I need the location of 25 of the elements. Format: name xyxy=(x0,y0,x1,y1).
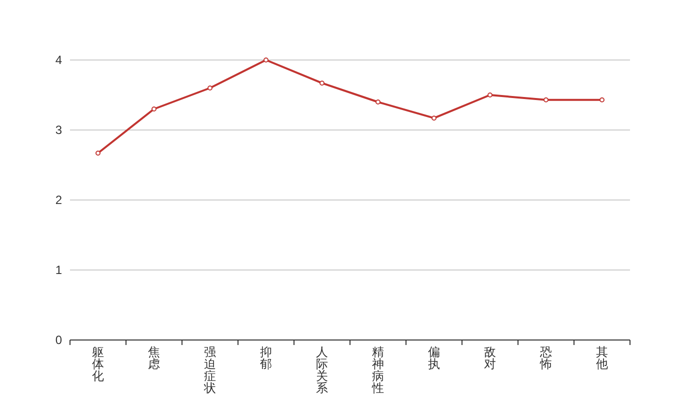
point xyxy=(376,100,380,104)
y-tick-label: 0 xyxy=(55,333,62,347)
point xyxy=(320,80,324,86)
x-tick-label: 焦虑 xyxy=(148,345,160,371)
x-tick-label: 偏执 xyxy=(428,345,440,371)
point xyxy=(208,86,212,90)
x-tick-label: 其他 xyxy=(596,345,608,371)
x-tick-label: 躯体化 xyxy=(92,345,104,383)
y-tick-label: 2 xyxy=(55,193,62,207)
point xyxy=(544,97,548,102)
x-tick-label: 精神病性 xyxy=(371,345,384,395)
point xyxy=(488,92,492,98)
x-tick-label: 恐怖 xyxy=(539,345,552,371)
x-tick-label: 敌对 xyxy=(484,345,496,371)
x-tick-label: 抑郁 xyxy=(260,345,272,371)
y-tick-label: 1 xyxy=(55,263,62,277)
y-tick-label: 4 xyxy=(55,53,62,67)
point xyxy=(96,150,100,156)
point xyxy=(600,97,604,102)
point xyxy=(264,58,268,62)
y-tick-label: 3 xyxy=(55,123,62,137)
point xyxy=(432,116,436,121)
x-tick-label: 强迫症状 xyxy=(203,345,216,395)
x-tick-label: 人际关系 xyxy=(316,345,328,395)
point xyxy=(152,106,156,112)
